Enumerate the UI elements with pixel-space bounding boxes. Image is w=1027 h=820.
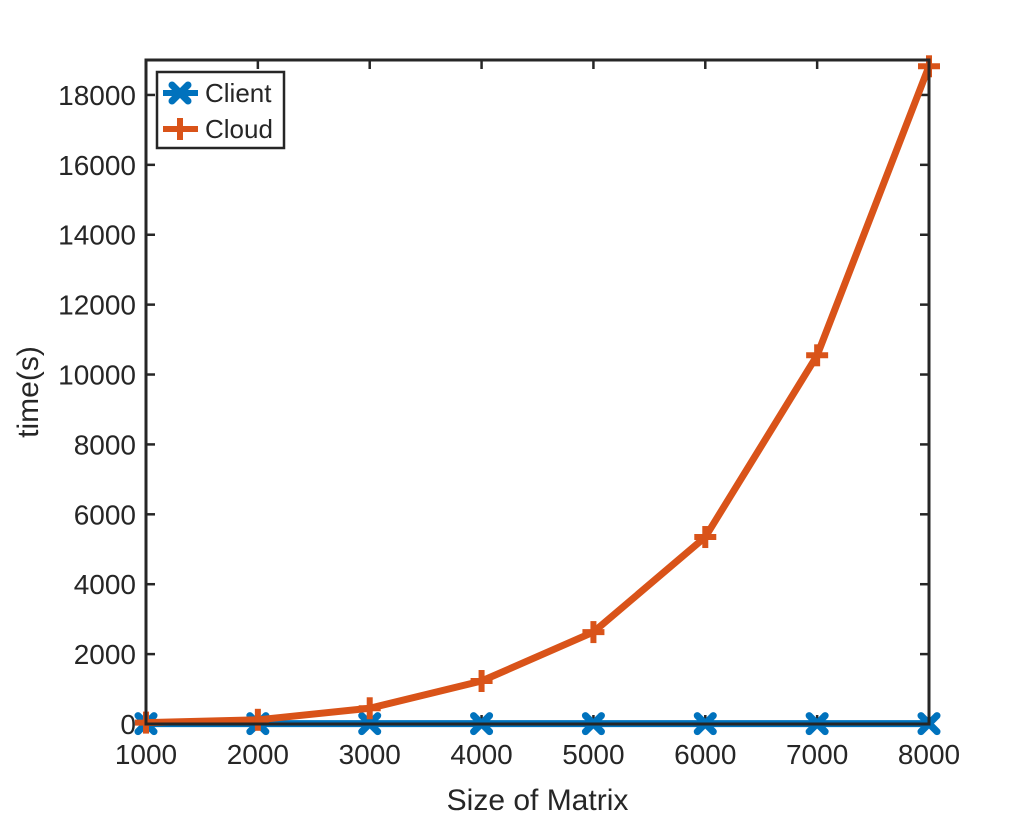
legend-label-client: Client: [205, 78, 272, 108]
legend-item-client: Client: [163, 78, 272, 108]
series-line-cloud: [145, 65, 933, 727]
x-tick-label: 3000: [339, 739, 401, 770]
y-tick-label: 8000: [74, 429, 136, 460]
x-axis-ticks: 1000 2000 3000 4000 5000 6000 7000 8000: [115, 60, 960, 770]
data-point-cloud: [358, 697, 381, 720]
x-tick-label: 5000: [562, 739, 624, 770]
x-tick-label: 6000: [674, 739, 736, 770]
data-point-cloud: [806, 344, 829, 367]
x-axis-title: Size of Matrix: [447, 784, 629, 817]
data-point-cloud: [246, 708, 269, 731]
legend-label-cloud: Cloud: [205, 114, 273, 144]
x-tick-label: 7000: [786, 739, 848, 770]
legend-item-cloud: Cloud: [163, 114, 273, 144]
y-tick-label: 4000: [74, 569, 136, 600]
y-tick-label: 18000: [58, 80, 136, 111]
plot-area-frame: [144, 58, 931, 726]
x-tick-label: 8000: [898, 739, 960, 770]
legend-marker-glyph: [168, 81, 192, 105]
data-point-cloud: [694, 526, 717, 549]
y-tick-label: 0: [120, 709, 136, 740]
legend-marker-cloud: [169, 118, 191, 140]
x-tick-label: 1000: [115, 739, 177, 770]
y-axis-title: time(s): [12, 346, 45, 438]
legend-marker-glyph: [169, 118, 191, 140]
y-tick-label: 14000: [58, 220, 136, 251]
series-layer: [134, 55, 941, 736]
data-point-cloud: [470, 670, 493, 693]
y-axis-ticks: 0 2000 4000 6000 8000 10000 12000 14000 16000 180…: [58, 80, 929, 740]
legend-marker-client: [168, 81, 192, 105]
legend: Client Cloud: [155, 70, 286, 150]
x-tick-label: 2000: [227, 739, 289, 770]
y-tick-label: 16000: [58, 150, 136, 181]
x-tick-label: 4000: [450, 739, 512, 770]
y-tick-label: 12000: [58, 290, 136, 321]
data-point-cloud: [582, 621, 605, 644]
y-tick-label: 10000: [58, 360, 136, 391]
y-tick-label: 2000: [74, 639, 136, 670]
y-tick-label: 6000: [74, 499, 136, 530]
